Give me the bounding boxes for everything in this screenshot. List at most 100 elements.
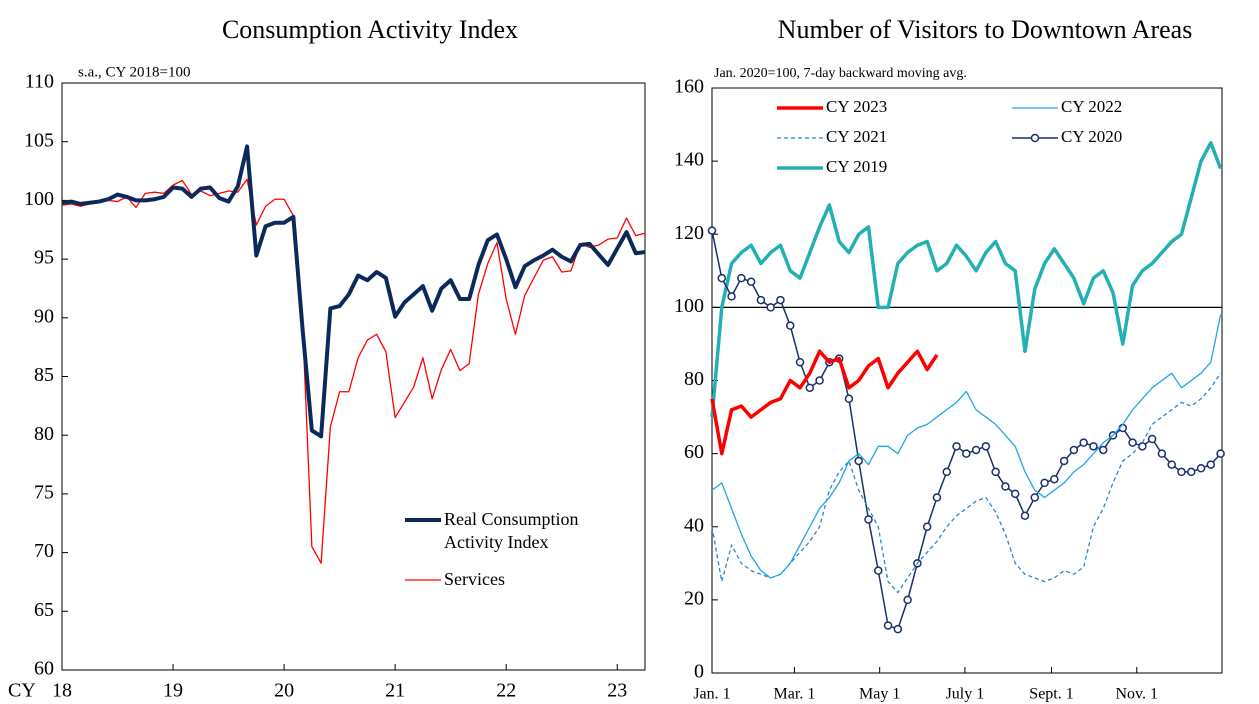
x-axis-label: CY xyxy=(8,680,36,702)
series-marker xyxy=(785,321,795,330)
y-tick-label: 95 xyxy=(34,247,54,269)
series-marker xyxy=(1098,445,1108,455)
series-marker xyxy=(903,595,912,605)
y-tick-label: 60 xyxy=(34,658,54,680)
series-line xyxy=(711,372,1222,594)
legend-label: CY 2019 xyxy=(826,157,887,176)
x-tick-label: Nov. 1 xyxy=(1116,686,1159,703)
y-tick-label: 60 xyxy=(684,441,704,463)
y-tick-label: 85 xyxy=(34,364,54,386)
series-marker xyxy=(1059,456,1069,466)
series-marker xyxy=(1187,467,1196,477)
series-marker xyxy=(893,624,903,634)
series-marker xyxy=(942,467,951,477)
series-marker xyxy=(795,357,805,367)
series-marker xyxy=(766,303,775,312)
series-marker xyxy=(1206,460,1216,469)
series-marker xyxy=(1040,478,1049,488)
y-tick-label: 100 xyxy=(674,295,704,317)
x-tick-label: 21 xyxy=(385,680,405,702)
y-tick-label: 75 xyxy=(34,481,54,503)
series-marker xyxy=(1147,434,1157,444)
series-marker xyxy=(1020,511,1030,521)
series-marker xyxy=(1001,482,1010,491)
y-tick-label: 120 xyxy=(674,222,704,244)
series-marker xyxy=(1010,489,1020,499)
series-marker xyxy=(1196,464,1206,473)
series-marker xyxy=(815,376,824,385)
series-marker xyxy=(991,467,1000,477)
series-marker xyxy=(971,445,981,455)
series-marker xyxy=(922,522,932,531)
legend-label-box: Real Consumption Activity Index xyxy=(444,509,579,552)
series-marker xyxy=(981,442,991,451)
x-tick-label: 18 xyxy=(52,680,72,702)
legend-label: Services xyxy=(444,569,505,589)
y-tick-label: 100 xyxy=(24,188,54,210)
series-marker xyxy=(1089,442,1098,451)
series-marker xyxy=(1216,449,1225,458)
series-marker xyxy=(1128,438,1137,447)
x-tick-label: 20 xyxy=(274,680,294,702)
series-line xyxy=(710,141,1223,418)
y-tick-label: 70 xyxy=(34,540,54,562)
x-tick-label: Mar. 1 xyxy=(774,686,816,703)
series-line xyxy=(711,230,1222,630)
x-tick-label: Jan. 1 xyxy=(693,686,730,703)
y-tick-label: 160 xyxy=(674,76,704,98)
legend-label: CY 2021 xyxy=(826,127,887,146)
series-marker xyxy=(844,394,854,404)
x-tick-label: 22 xyxy=(496,680,516,702)
x-tick-label: May 1 xyxy=(859,686,900,703)
y-tick-label: 110 xyxy=(25,71,54,93)
x-tick-label: 23 xyxy=(607,680,627,702)
y-tick-label: 80 xyxy=(684,368,704,390)
series-marker xyxy=(864,515,873,524)
series-marker xyxy=(737,273,746,283)
series-marker xyxy=(883,621,893,630)
x-tick-label: July 1 xyxy=(946,686,985,703)
legend-label: CY 2022 xyxy=(1061,97,1122,116)
series-line xyxy=(61,144,646,439)
series-marker xyxy=(1069,445,1079,455)
x-tick-label: Sept. 1 xyxy=(1029,686,1073,703)
y-tick-label: 140 xyxy=(674,149,704,171)
series-line xyxy=(61,178,646,564)
series-marker xyxy=(776,295,785,305)
series-marker xyxy=(1050,474,1059,484)
series-marker xyxy=(1177,467,1186,477)
series-marker xyxy=(727,292,736,301)
legend-label-box: Services xyxy=(444,569,505,589)
legend-marker xyxy=(1030,133,1040,143)
series-marker xyxy=(854,456,863,466)
series-marker xyxy=(756,295,766,305)
chart-title: Number of Visitors to Downtown Areas xyxy=(778,15,1193,44)
series-marker xyxy=(1167,460,1176,469)
series-marker xyxy=(874,566,883,575)
legend-label: CY 2020 xyxy=(1061,127,1122,146)
series-line xyxy=(710,349,939,456)
y-tick-label: 0 xyxy=(694,661,704,683)
series-marker xyxy=(952,442,961,451)
series-marker xyxy=(1157,449,1167,458)
y-tick-label: 40 xyxy=(684,514,704,536)
chart-subtitle: Jan. 2020=100, 7-day backward moving avg… xyxy=(714,66,967,81)
series-marker xyxy=(1030,493,1040,502)
series-marker xyxy=(717,273,727,283)
legend-label: CY 2023 xyxy=(826,97,887,116)
series-marker xyxy=(1079,438,1088,447)
y-tick-label: 20 xyxy=(684,587,704,609)
y-tick-label: 80 xyxy=(34,423,54,445)
x-tick-label: 19 xyxy=(163,680,183,702)
y-tick-label: 65 xyxy=(34,599,54,621)
chart-subtitle: s.a., CY 2018=100 xyxy=(78,64,191,80)
series-marker xyxy=(932,493,942,502)
series-line xyxy=(711,314,1222,579)
series-marker xyxy=(746,277,756,287)
series-marker xyxy=(962,449,971,458)
y-tick-label: 90 xyxy=(34,305,54,327)
y-tick-label: 105 xyxy=(24,129,54,151)
series-marker xyxy=(805,383,815,393)
